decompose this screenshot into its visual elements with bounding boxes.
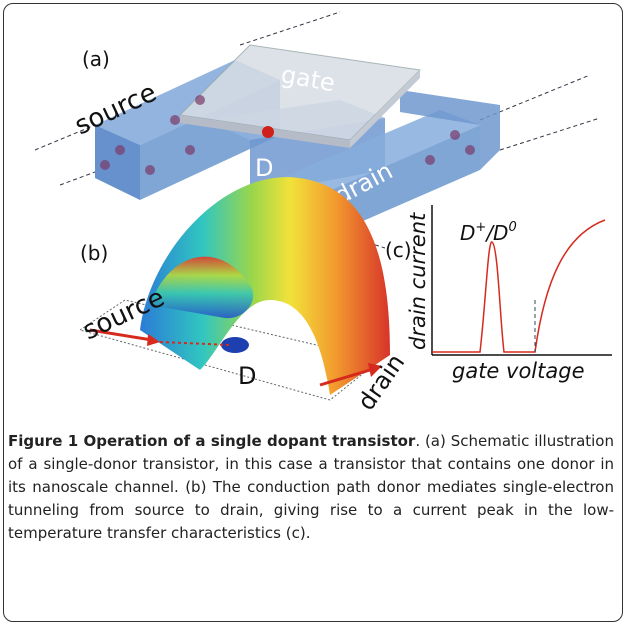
peak-label: D+/D0 <box>460 220 517 245</box>
x-axis-label: gate voltage <box>452 359 585 383</box>
figure-illustration: (a) source gate D drain (b) source D dra… <box>0 0 629 425</box>
caption-label: Figure 1 Operation of a single dopant tr… <box>8 432 415 450</box>
panel-label: (a) <box>82 47 110 71</box>
page: (a) source gate D drain (b) source D dra… <box>0 0 629 630</box>
figure-caption: Figure 1 Operation of a single dopant tr… <box>8 430 614 545</box>
peak-label-part: /D <box>484 221 508 245</box>
single-donor <box>262 126 274 138</box>
donor-well <box>221 337 249 353</box>
transfer-curve <box>432 220 605 352</box>
peak-label-part: D <box>460 221 475 245</box>
peak-label-part: + <box>475 220 486 235</box>
donor-label: D <box>238 362 256 390</box>
donor-label: D <box>255 154 273 182</box>
peak-label-part: 0 <box>508 220 516 235</box>
y-axis-label: drain current <box>406 212 430 350</box>
panel-label: (b) <box>80 241 108 265</box>
